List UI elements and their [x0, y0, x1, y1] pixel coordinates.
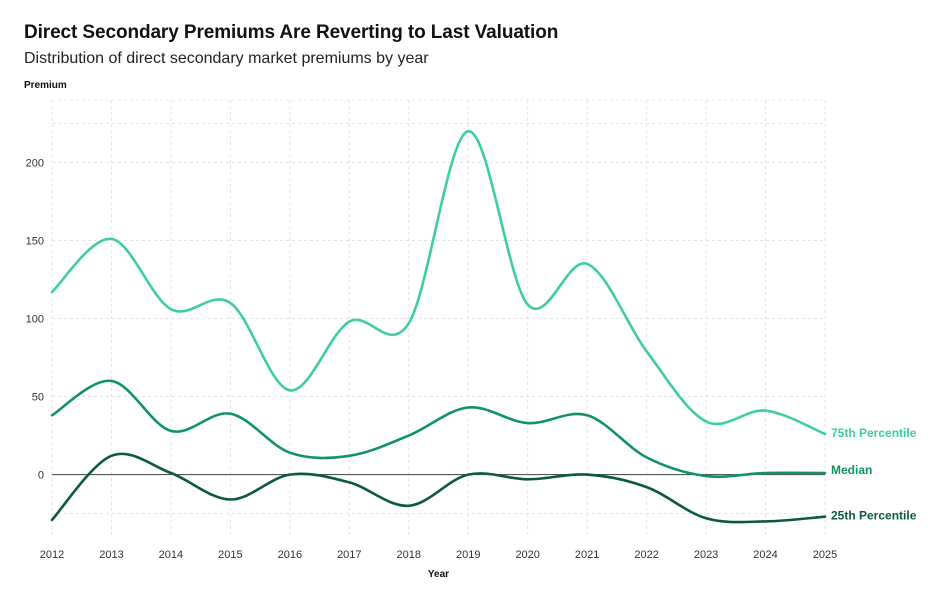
- x-tick-label: 2018: [397, 549, 421, 561]
- y-tick-label: 200: [26, 157, 44, 169]
- series-line-75th-percentile: [50, 129, 827, 436]
- x-tick-label: 2012: [40, 549, 64, 561]
- x-tick-label: 2013: [99, 549, 123, 561]
- x-tick-label: 2019: [456, 549, 480, 561]
- series-labels: 75th Percentile Median 25th Percentile: [831, 426, 917, 523]
- x-tick-label: 2023: [694, 549, 718, 561]
- series-line-median: [50, 379, 827, 479]
- x-tick-label: 2022: [634, 549, 658, 561]
- series-label-median: Median: [831, 463, 872, 477]
- y-tick-label: 100: [26, 314, 44, 326]
- series-lines: [50, 129, 827, 524]
- x-tick-label: 2014: [159, 549, 183, 561]
- y-axis-ticks: 0 50 100 150 200: [26, 157, 44, 481]
- y-tick-label: 150: [26, 235, 44, 247]
- y-axis-label: Premium: [24, 80, 67, 91]
- y-tick-label: 50: [32, 392, 44, 404]
- x-tick-label: 2016: [278, 549, 302, 561]
- series-line-25th-percentile: [50, 452, 827, 524]
- x-axis-label: Year: [428, 569, 449, 580]
- x-tick-label: 2024: [753, 549, 777, 561]
- chart-title: Direct Secondary Premiums Are Reverting …: [24, 22, 559, 43]
- x-tick-label: 2021: [575, 549, 599, 561]
- series-label-75th-percentile: 75th Percentile: [831, 426, 917, 440]
- x-tick-label: 2015: [218, 549, 242, 561]
- x-tick-label: 2017: [337, 549, 361, 561]
- x-axis-ticks: 2012 2013 2014 2015 2016 2017 2018 2019 2020 2021…: [40, 549, 837, 561]
- series-label-25th-percentile: 25th Percentile: [831, 509, 917, 523]
- y-tick-label: 0: [38, 470, 44, 482]
- x-tick-label: 2025: [813, 549, 837, 561]
- chart-subtitle: Distribution of direct secondary market …: [24, 50, 429, 67]
- x-tick-label: 2020: [515, 549, 539, 561]
